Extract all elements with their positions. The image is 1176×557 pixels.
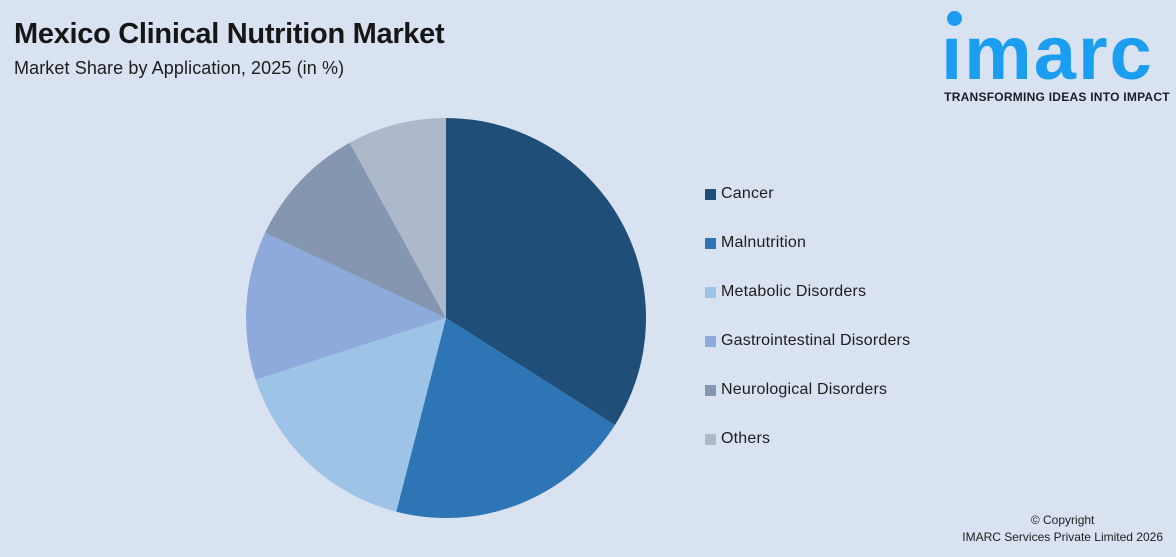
logo-tagline: TRANSFORMING IDEAS INTO IMPACT bbox=[944, 90, 1170, 104]
legend-label: Metabolic Disorders bbox=[721, 283, 867, 300]
legend-swatch-icon bbox=[705, 433, 716, 445]
legend-item-metabolic-disorders: Metabolic Disorders bbox=[705, 283, 910, 300]
logo-dot-icon bbox=[947, 11, 962, 26]
legend-label: Others bbox=[721, 430, 771, 447]
legend-label: Gastrointestinal Disorders bbox=[721, 332, 911, 349]
legend-item-neurological-disorders: Neurological Disorders bbox=[705, 381, 910, 398]
pie-slice-malnutrition bbox=[396, 318, 615, 519]
pie-slice-metabolic-disorders bbox=[255, 318, 446, 512]
copyright-line2: IMARC Services Private Limited 2026 bbox=[962, 529, 1163, 544]
legend-swatch-icon bbox=[705, 237, 716, 249]
page-subtitle: Market Share by Application, 2025 (in %) bbox=[14, 58, 345, 79]
page-title: Mexico Clinical Nutrition Market bbox=[14, 18, 445, 50]
legend-swatch-icon bbox=[705, 384, 716, 396]
pie-slice-cancer bbox=[446, 118, 647, 426]
legend-item-others: Others bbox=[705, 430, 910, 447]
header: Mexico Clinical Nutrition Market Market … bbox=[14, 18, 445, 79]
legend-label: Cancer bbox=[721, 185, 774, 202]
legend-item-malnutrition: Malnutrition bbox=[705, 234, 910, 251]
legend-item-gastrointestinal-disorders: Gastrointestinal Disorders bbox=[705, 332, 911, 349]
legend: Cancer Malnutrition Metabolic Disorders Gas… bbox=[705, 185, 911, 480]
legend-swatch-icon bbox=[705, 286, 716, 298]
pie-chart bbox=[245, 118, 647, 519]
pie-slice-others bbox=[349, 118, 446, 318]
copyright-line1: © Copyright bbox=[1030, 513, 1095, 527]
legend-label: Malnutrition bbox=[721, 234, 807, 251]
legend-swatch-icon bbox=[705, 188, 716, 200]
logo-wordmark: ımarc bbox=[941, 11, 1154, 96]
pie-chart-area bbox=[245, 118, 647, 519]
pie-slice-gastrointestinal-disorders bbox=[245, 232, 446, 380]
legend-label: Neurological Disorders bbox=[721, 381, 888, 398]
legend-swatch-icon bbox=[705, 335, 716, 347]
pie-slice-neurological-disorders bbox=[265, 142, 446, 318]
imarc-logo: ımarc TRANSFORMING IDEAS INTO IMPACT bbox=[941, 0, 1173, 110]
legend-item-cancer: Cancer bbox=[705, 185, 910, 202]
copyright: © Copyright IMARC Services Private Limit… bbox=[962, 512, 1163, 545]
